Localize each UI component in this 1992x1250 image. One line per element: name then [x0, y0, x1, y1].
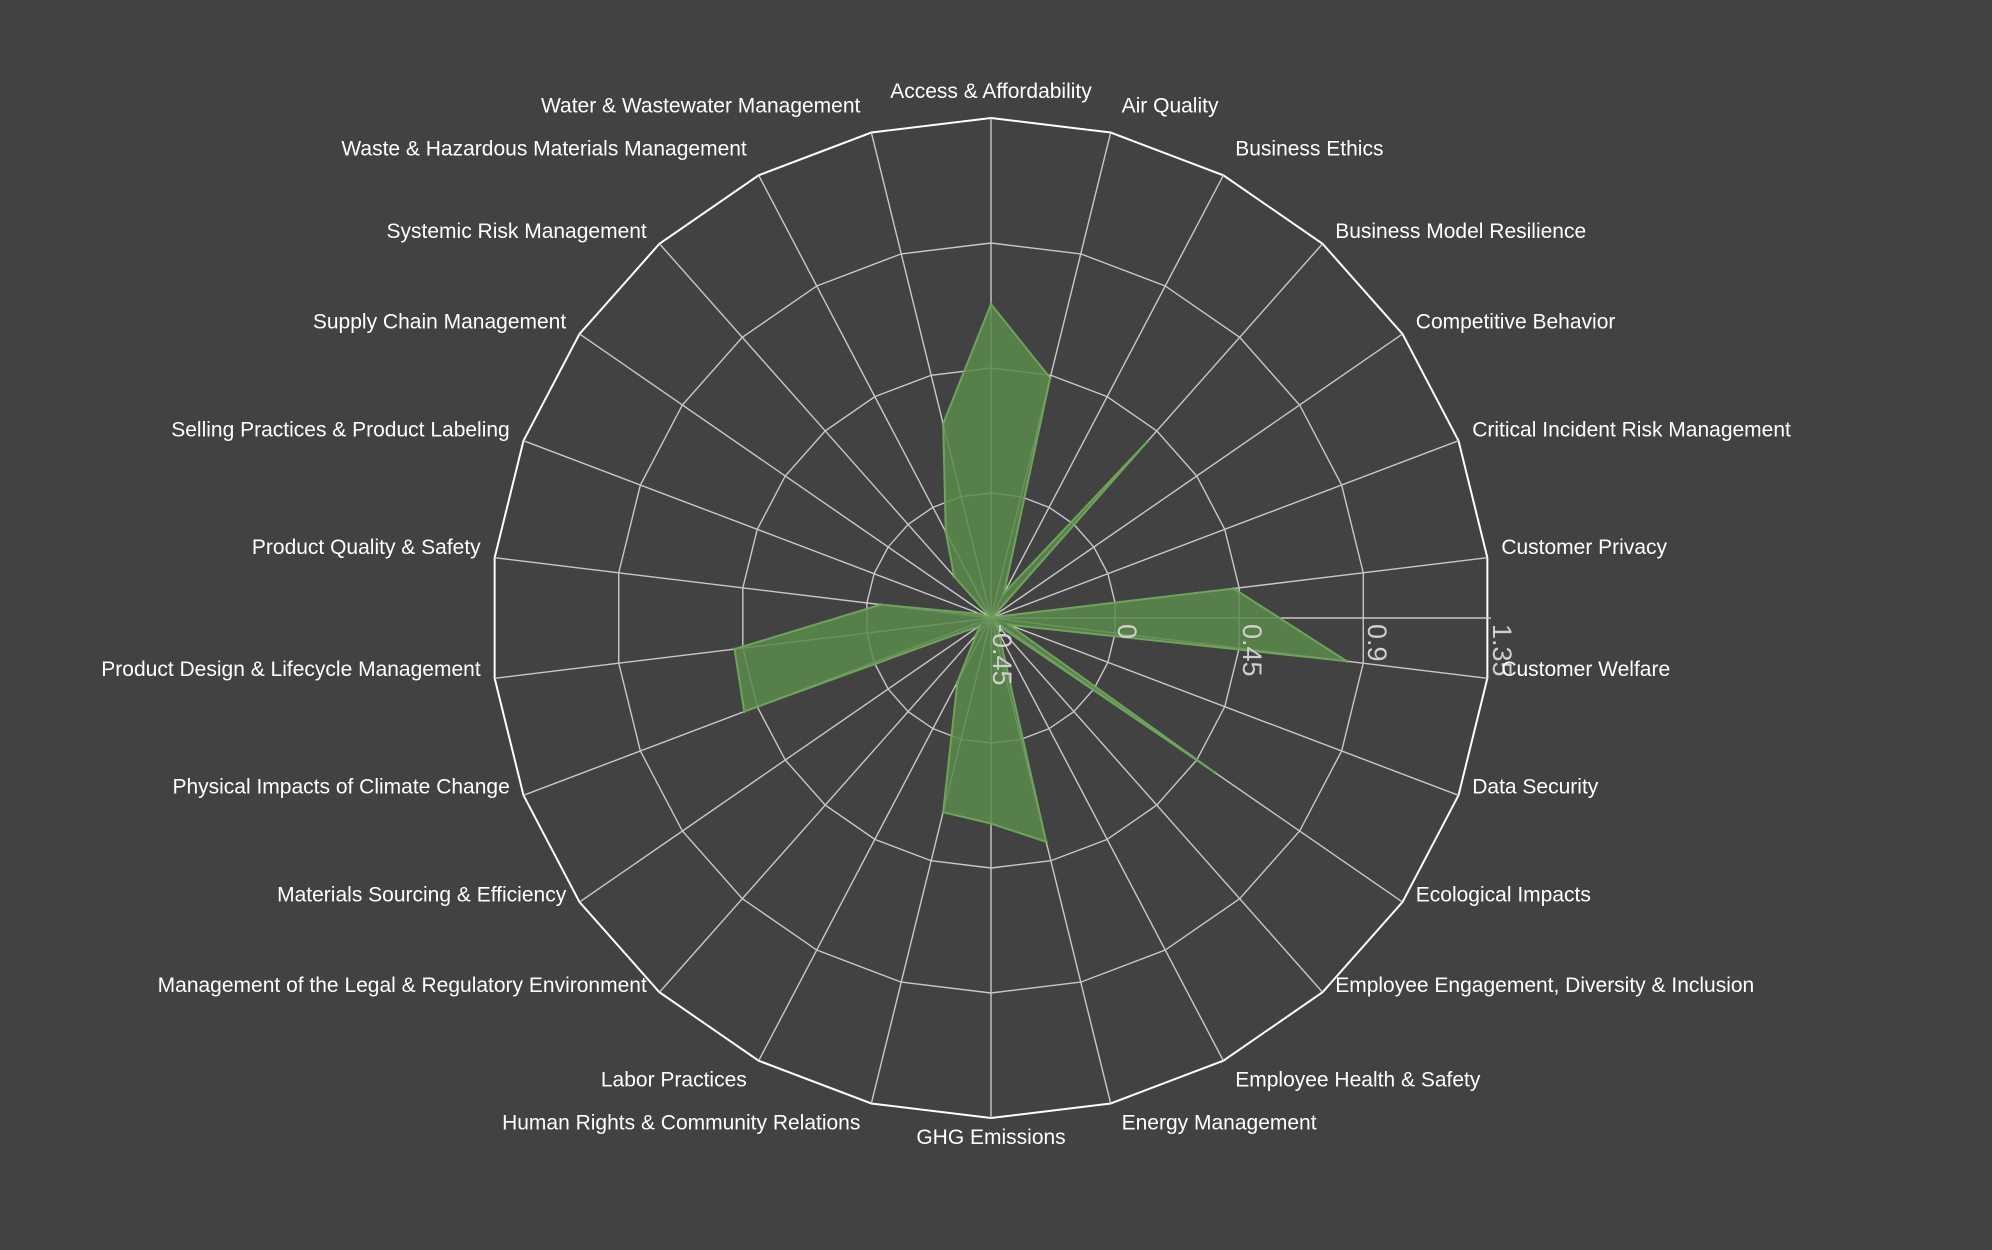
tick-label: -0.45	[987, 624, 1017, 686]
category-label: Customer Privacy	[1501, 536, 1667, 559]
category-label: Management of the Legal & Regulatory Env…	[158, 974, 647, 997]
category-label: Critical Incident Risk Management	[1472, 418, 1791, 441]
data-point	[992, 615, 996, 619]
data-point	[1002, 591, 1006, 595]
spoke-line	[990, 440, 1459, 619]
category-label: Business Model Resilience	[1335, 220, 1586, 243]
data-point	[941, 422, 945, 426]
tick-label: 0	[1112, 624, 1142, 639]
category-label: Labor Practices	[601, 1068, 747, 1091]
category-label: GHG Emissions	[916, 1126, 1065, 1149]
category-label: Energy Management	[1122, 1111, 1317, 1134]
data-point	[742, 710, 746, 714]
category-label: Air Quality	[1122, 95, 1219, 118]
series-area	[733, 302, 1348, 844]
category-label: Employee Engagement, Diversity & Inclusi…	[1335, 974, 1754, 997]
data-point	[979, 612, 983, 616]
tick-label: 1.35	[1487, 624, 1517, 677]
tick-label: 0.45	[1237, 624, 1267, 677]
spoke-line	[579, 333, 992, 619]
spoke-line	[990, 617, 1459, 796]
data-point	[1048, 376, 1052, 380]
spoke-line	[523, 440, 992, 619]
data-point	[989, 616, 993, 620]
data-point	[944, 530, 948, 534]
category-label: Selling Practices & Product Labeling	[171, 418, 510, 441]
spoke-line	[990, 617, 1324, 993]
category-label: Physical Impacts of Climate Change	[172, 776, 509, 799]
category-label: Waste & Hazardous Materials Management	[341, 138, 747, 161]
spoke-line	[758, 617, 992, 1062]
category-label: Employee Health & Safety	[1235, 1068, 1481, 1091]
spoke-line	[658, 243, 992, 619]
category-label: Product Quality & Safety	[252, 536, 481, 559]
category-label: Water & Wastewater Management	[541, 95, 861, 118]
category-label: Ecological Impacts	[1416, 883, 1591, 906]
data-point	[1213, 771, 1217, 775]
data-point	[1232, 587, 1236, 591]
data-point	[989, 822, 993, 826]
data-point	[733, 647, 737, 651]
category-label: Business Ethics	[1235, 138, 1383, 161]
data-point	[879, 603, 883, 607]
category-label: Systemic Risk Management	[387, 220, 647, 243]
category-label-layer: Access & Affordability Air Quality Busines…	[101, 80, 1791, 1149]
data-point	[1345, 659, 1349, 663]
tick-label: 0.9	[1362, 624, 1392, 662]
data-point	[955, 680, 959, 684]
data-point	[941, 810, 945, 814]
category-label: Materials Sourcing & Efficiency	[277, 883, 567, 906]
data-point	[995, 622, 999, 626]
data-point	[1146, 439, 1150, 443]
data-point	[1044, 840, 1048, 844]
category-label: Data Security	[1472, 776, 1599, 799]
data-point	[997, 631, 1001, 635]
tick-label-layer: -0.45 0 0.45 0.9 1.35	[987, 624, 1517, 686]
spoke-line	[990, 617, 1224, 1062]
spoke-line	[990, 174, 1224, 619]
data-point	[974, 633, 978, 637]
spoke-line	[990, 333, 1403, 619]
data-point	[989, 302, 993, 306]
data-layer	[733, 302, 1349, 844]
category-label: Customer Welfare	[1501, 658, 1670, 681]
spoke-line	[658, 617, 992, 993]
data-point	[1007, 623, 1011, 627]
category-label: Access & Affordability	[890, 80, 1092, 103]
category-label: Product Design & Lifecycle Management	[101, 658, 481, 681]
data-point	[952, 574, 956, 578]
spoke-line	[579, 617, 992, 903]
category-label: Competitive Behavior	[1416, 311, 1616, 334]
data-point	[978, 624, 982, 628]
category-label: Supply Chain Management	[313, 311, 566, 334]
category-label: Human Rights & Community Relations	[502, 1111, 860, 1134]
